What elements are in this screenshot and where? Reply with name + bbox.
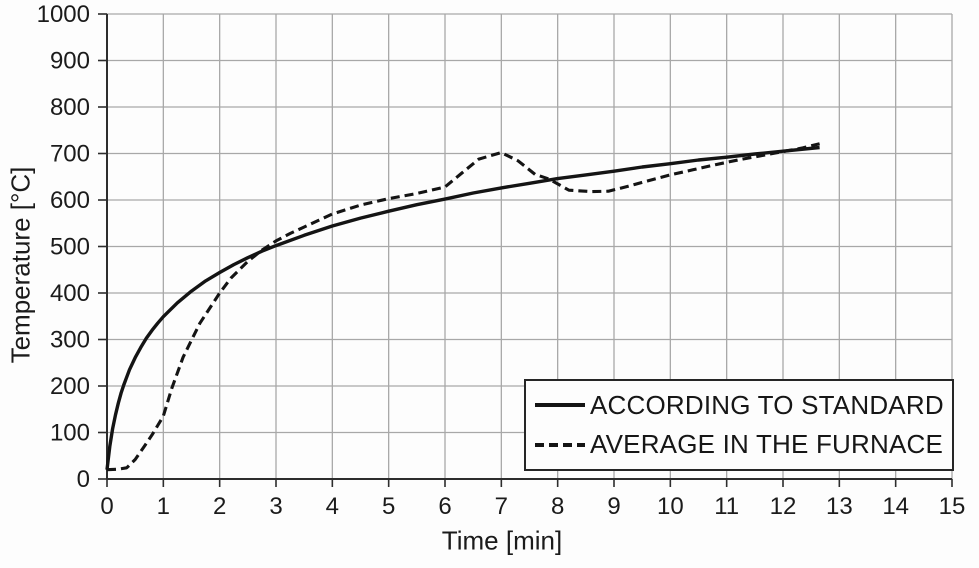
x-tick-label: 3 (269, 493, 282, 520)
y-tick-label: 300 (50, 327, 90, 354)
x-tick-label: 8 (551, 493, 564, 520)
y-tick-label: 1000 (37, 1, 90, 28)
x-tick-label: 5 (382, 493, 395, 520)
solid-line-sample-icon (535, 403, 585, 408)
x-tick-label: 6 (438, 493, 451, 520)
series-line-0 (105, 145, 820, 470)
y-tick-label: 400 (50, 280, 90, 307)
legend: ACCORDING TO STANDARD AVERAGE IN THE FUR… (524, 379, 954, 471)
legend-row-furnace: AVERAGE IN THE FURNACE (535, 429, 952, 460)
legend-row-standard: ACCORDING TO STANDARD (535, 390, 952, 421)
y-tick-label: 0 (77, 466, 90, 493)
x-tick-label: 15 (939, 493, 966, 520)
x-tick-label: 13 (826, 493, 853, 520)
y-tick-label: 900 (50, 48, 90, 75)
legend-label-standard: ACCORDING TO STANDARD (590, 389, 944, 420)
x-tick-label: 14 (882, 493, 909, 520)
y-tick-label: 100 (50, 420, 90, 447)
x-tick-label: 0 (100, 493, 113, 520)
x-tick-label: 9 (607, 493, 620, 520)
y-tick-label: 200 (50, 373, 90, 400)
x-tick-label: 4 (326, 493, 339, 520)
x-tick-label: 12 (770, 493, 797, 520)
x-tick-label: 7 (495, 493, 508, 520)
x-tick-label: 10 (657, 493, 684, 520)
x-axis-title: Time [min] (441, 525, 563, 556)
series-layer (105, 142, 820, 472)
y-tick-label: 800 (50, 94, 90, 121)
x-tick-label: 1 (157, 493, 170, 520)
x-tick-label: 11 (714, 493, 739, 520)
series-line-1 (106, 142, 820, 472)
y-tick-label: 600 (50, 187, 90, 214)
y-tick-label: 500 (50, 234, 90, 261)
y-tick-label: 700 (50, 141, 90, 168)
axis-layer (98, 13, 953, 487)
x-tick-label: 2 (213, 493, 226, 520)
tick-label-layer: 0 1 2 3 4 5 6 7 8 9 10 11 12 13 14 15010020030040050060… (37, 1, 966, 520)
y-axis-title: Temperature [°C] (5, 166, 36, 364)
legend-label-furnace: AVERAGE IN THE FURNACE (590, 429, 944, 460)
dashed-line-sample-icon (535, 443, 585, 447)
